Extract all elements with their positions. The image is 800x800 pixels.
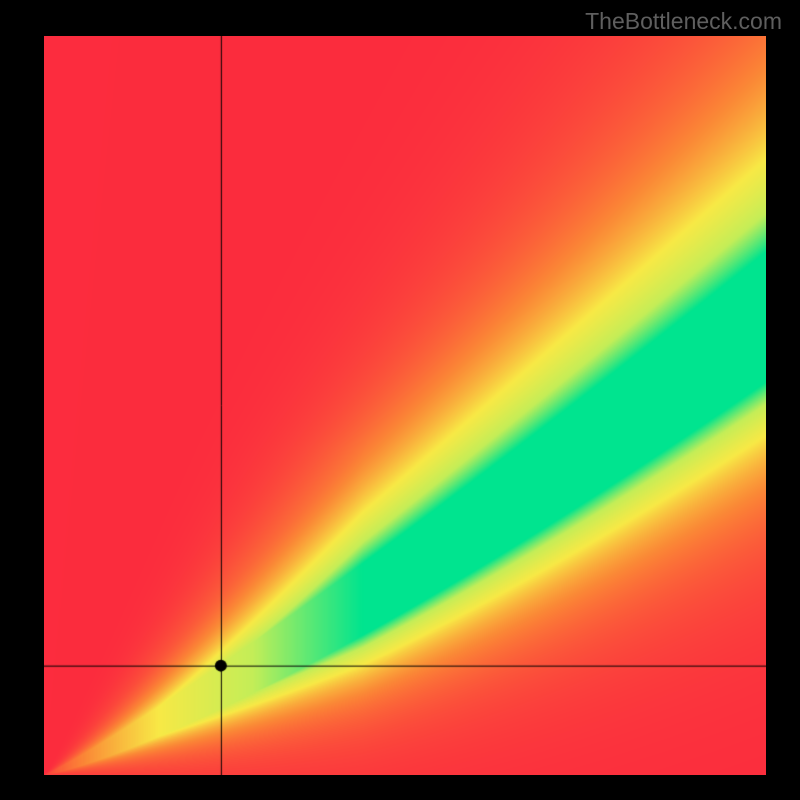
watermark-text: TheBottleneck.com — [585, 8, 782, 35]
heatmap-plot — [44, 36, 766, 775]
